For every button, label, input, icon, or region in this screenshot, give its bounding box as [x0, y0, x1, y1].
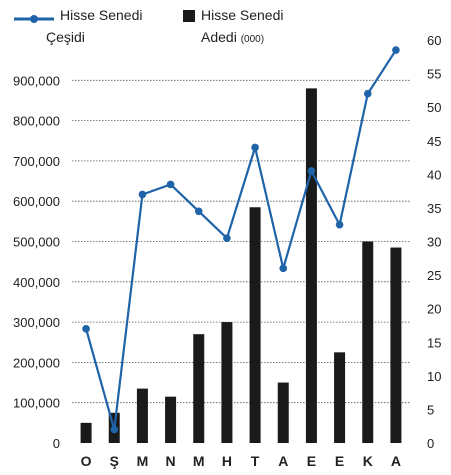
left-axis-tick-label: 200,000 — [13, 355, 60, 370]
line-point — [279, 264, 288, 273]
left-axis-tick-label: 700,000 — [13, 154, 60, 169]
legend-item-bar: Hisse Senedi Adedi (000) — [183, 4, 353, 48]
legend-bar-label-2: Adedi — [201, 29, 237, 45]
x-axis-tick-label: K — [363, 453, 373, 469]
right-axis-tick-label: 40 — [427, 167, 441, 182]
x-axis-tick-label: E — [307, 453, 316, 469]
bar — [193, 334, 205, 443]
right-axis-tick-label: 60 — [427, 33, 441, 48]
left-axis-tick-label: 900,000 — [13, 73, 60, 88]
legend-line-swatch — [14, 15, 54, 23]
bar — [249, 207, 261, 443]
bar — [80, 422, 92, 443]
right-axis-tick-label: 30 — [427, 235, 441, 250]
x-axis-tick-label: M — [193, 453, 205, 469]
line-point — [335, 220, 344, 229]
line-point — [82, 325, 90, 333]
line-point — [166, 180, 175, 189]
left-axis-tick-label: 100,000 — [13, 396, 60, 411]
bar — [277, 382, 289, 443]
right-axis-tick-label: 10 — [427, 369, 441, 384]
line-point — [223, 234, 231, 242]
line-point — [363, 89, 372, 98]
x-axis-tick-label: A — [391, 453, 401, 469]
x-axis-tick-label: Ş — [110, 453, 119, 469]
bar — [334, 352, 346, 443]
legend-item-line: Hisse Senedi Çeşidi — [14, 4, 174, 48]
line-point — [138, 190, 147, 199]
bar — [390, 247, 402, 443]
right-axis-tick-label: 55 — [427, 67, 441, 82]
line-point — [307, 167, 316, 175]
x-axis-tick-label: O — [81, 453, 92, 469]
legend-bar-swatch — [183, 10, 195, 22]
right-axis-tick-label: 50 — [427, 100, 441, 115]
x-axis-tick-label: A — [278, 453, 288, 469]
bar — [221, 322, 233, 443]
left-axis-tick-label: 500,000 — [13, 235, 60, 250]
left-axis-tick-label: 600,000 — [13, 194, 60, 209]
legend-line-label-1: Hisse Senedi — [60, 7, 143, 23]
bar — [362, 241, 374, 443]
legend-line-label-2: Çeşidi — [46, 29, 85, 45]
left-axis-tick-label: 400,000 — [13, 275, 60, 290]
x-axis-tick-label: H — [222, 453, 232, 469]
right-axis-tick-label: 25 — [427, 268, 441, 283]
right-axis-tick-label: 5 — [427, 402, 434, 417]
right-axis-tick-label: 0 — [427, 436, 434, 451]
right-axis-tick-label: 45 — [427, 134, 441, 149]
bar — [136, 388, 148, 443]
legend-bar-unit: (000) — [240, 34, 265, 45]
line-series — [85, 49, 397, 431]
bar — [165, 396, 177, 443]
line-point — [194, 207, 203, 216]
left-axis-tick-label: 300,000 — [13, 315, 60, 330]
line-point — [251, 143, 259, 152]
line-point — [110, 425, 119, 434]
x-axis-tick-label: E — [335, 453, 344, 469]
left-axis-tick-label: 0 — [53, 436, 60, 451]
x-axis-tick-label: N — [166, 453, 176, 469]
legend-bar-label-1: Hisse Senedi — [201, 7, 284, 23]
right-axis-tick-label: 20 — [427, 302, 441, 317]
right-axis-tick-label: 35 — [427, 201, 441, 216]
x-axis-tick-label: T — [251, 453, 260, 469]
bar — [305, 88, 317, 444]
right-axis-tick-label: 15 — [427, 335, 441, 350]
line-point — [392, 46, 400, 54]
x-axis-tick-label: M — [137, 453, 149, 469]
left-axis-tick-label: 800,000 — [13, 114, 60, 129]
